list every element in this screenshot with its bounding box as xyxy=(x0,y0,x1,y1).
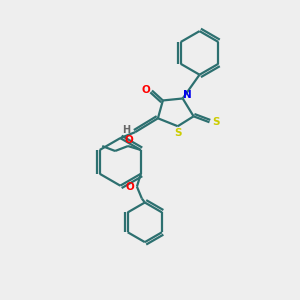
Text: O: O xyxy=(126,182,134,192)
Text: S: S xyxy=(174,128,182,138)
Text: O: O xyxy=(142,85,150,94)
Text: S: S xyxy=(213,117,220,127)
Text: N: N xyxy=(183,89,192,100)
Text: H: H xyxy=(122,125,130,135)
Text: O: O xyxy=(124,135,134,145)
